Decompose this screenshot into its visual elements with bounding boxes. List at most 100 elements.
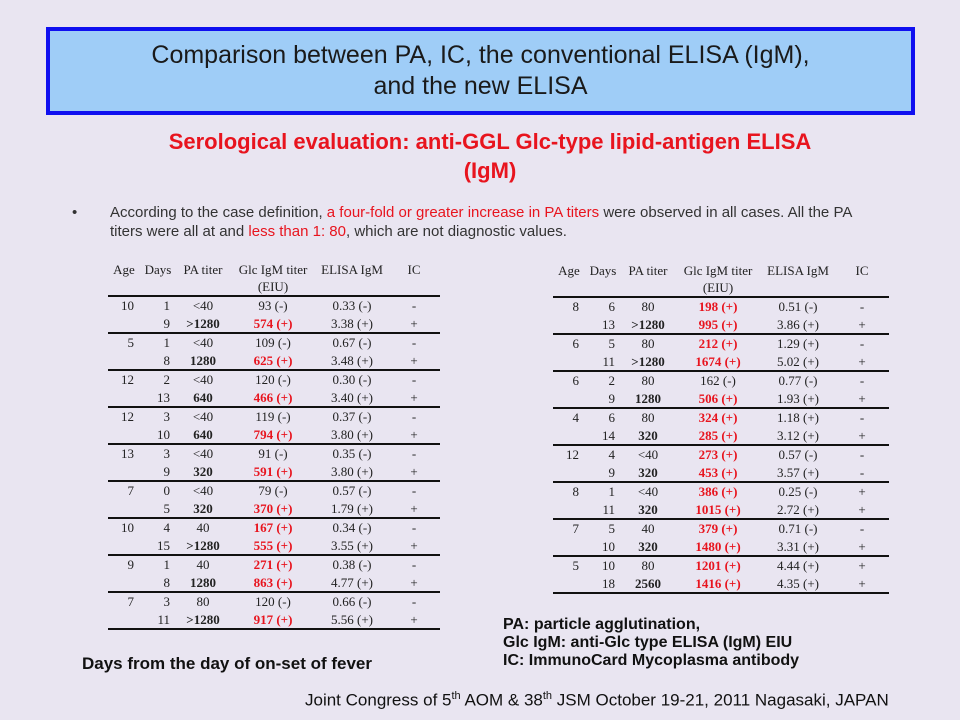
table-cell: 0.33 (-) <box>332 298 372 314</box>
header-cell: PA titer <box>176 261 230 297</box>
header-cell: Days <box>585 262 621 298</box>
table-cell: + <box>388 462 440 482</box>
header-cell: PA titer <box>621 262 675 298</box>
table-cell: 453 (+) <box>675 463 761 483</box>
bullet: • According to the case definition, a fou… <box>72 203 887 241</box>
table-cell: 574 (+) <box>230 314 316 334</box>
bullet-segment: a four-fold or greater increase in PA ti… <box>326 204 600 221</box>
table-cell: 0.34 (-) <box>332 520 372 536</box>
header-cell: ELISA IgM <box>316 261 388 297</box>
table-cell <box>108 462 140 482</box>
bullet-segment: were observed in all cases. All the PA t… <box>110 204 852 240</box>
header-cell: Age <box>553 262 585 298</box>
table-cell: 120 (-) <box>255 594 291 610</box>
table-cell: 1.79 (+) <box>316 499 388 519</box>
table-cell: 5 <box>140 499 176 519</box>
table-cell: 370 (+) <box>230 499 316 519</box>
table-cell: 3 <box>163 409 171 425</box>
table-cell: 1416 (+) <box>675 574 761 594</box>
table-cell: + <box>835 500 889 520</box>
congress-line: Joint Congress of 5th AOM & 38th JSM Oct… <box>305 690 889 711</box>
table-cell: - <box>411 372 417 388</box>
title-line: Comparison between PA, IC, the conventio… <box>151 41 810 69</box>
table-cell: 8 <box>572 484 580 500</box>
title-line: and the new ELISA <box>373 72 588 100</box>
table-cell <box>553 574 585 594</box>
table-cell: 0.25 (-) <box>778 484 818 500</box>
table-cell: 2.72 (+) <box>761 500 835 520</box>
table-cell: 917 (+) <box>230 610 316 630</box>
table-cell: - <box>859 373 865 389</box>
table-cell: 109 (-) <box>255 335 291 351</box>
days-note: Days from the day of on-set of fever <box>82 654 373 673</box>
table-cell: 3.55 (+) <box>316 536 388 556</box>
table-cell: 9 <box>140 462 176 482</box>
table-cell: 167 (+) <box>253 520 293 536</box>
table-cell: 93 (-) <box>258 298 288 314</box>
table-cell: - <box>859 410 865 426</box>
table-cell: 4 <box>163 520 171 536</box>
table-cell: <40 <box>192 409 214 425</box>
table-cell: 3.38 (+) <box>316 314 388 334</box>
table-row: 7 0 <40 79 (-) 0.57 (-) - <box>108 481 440 500</box>
table-cell: 794 (+) <box>230 425 316 445</box>
table-cell: 4 <box>572 410 580 426</box>
table-cell: 80 <box>196 594 210 610</box>
table-row: 11 320 1015 (+) 2.72 (+) + <box>553 500 889 520</box>
table-row: 12 2 <40 120 (-) 0.30 (-) - <box>108 370 440 389</box>
table-row: 10 640 794 (+) 3.80 (+) + <box>108 425 440 445</box>
bullet-dot: • <box>72 204 78 221</box>
table-cell: + <box>835 426 889 446</box>
table-cell <box>108 351 140 371</box>
table-cell <box>108 388 140 408</box>
table-cell: 4.35 (+) <box>761 574 835 594</box>
table-cell: 162 (-) <box>700 373 736 389</box>
table-cell: 40 <box>641 521 655 537</box>
table-cell: - <box>411 298 417 314</box>
legend-line: PA: particle agglutination, <box>503 616 701 633</box>
table-cell: 6 <box>608 410 616 426</box>
table-cell: >1280 <box>176 610 230 630</box>
legend-line: Glc IgM: anti-Glc type ELISA (IgM) EIU <box>503 634 793 651</box>
table-cell: - <box>411 483 417 499</box>
table-cell <box>108 499 140 519</box>
table-cell: 10 <box>121 298 134 314</box>
table-cell: - <box>859 336 865 352</box>
table-cell: 5 <box>608 521 616 537</box>
table-cell: 320 <box>621 500 675 520</box>
table-row: 9 320 591 (+) 3.80 (+) + <box>108 462 440 482</box>
table-cell: 1480 (+) <box>675 537 761 557</box>
table-cell: >1280 <box>176 536 230 556</box>
table-cell: 119 (-) <box>255 409 291 425</box>
table-cell: 5 <box>608 336 616 352</box>
table-cell: 863 (+) <box>230 573 316 593</box>
table-cell: - <box>411 335 417 351</box>
table-cell: 4 <box>608 447 616 463</box>
table-cell: 3.12 (+) <box>761 426 835 446</box>
table-cell: + <box>388 610 440 630</box>
table-cell: 0.30 (-) <box>332 372 372 388</box>
table-cell: + <box>835 315 889 335</box>
table-row: 8 1 <40 386 (+) 0.25 (-) + <box>553 482 889 501</box>
table-cell: 5 <box>127 335 135 351</box>
table-cell: 640 <box>176 425 230 445</box>
table-row: 5 10 80 1201 (+) 4.44 (+) + <box>553 556 889 575</box>
table-row: 11 >1280 917 (+) 5.56 (+) + <box>108 610 440 630</box>
header-cell: Glc IgM titer (EIU) <box>675 262 761 298</box>
table-cell: 2 <box>608 373 616 389</box>
table-cell: 320 <box>621 537 675 557</box>
table-row: 13 >1280 995 (+) 3.86 (+) + <box>553 315 889 335</box>
table-row: 4 6 80 324 (+) 1.18 (+) - <box>553 408 889 427</box>
table-cell: <40 <box>192 298 214 314</box>
table-cell: - <box>835 463 889 483</box>
table-cell: 324 (+) <box>698 410 738 426</box>
table-cell: 1 <box>608 484 616 500</box>
table-cell: 3.40 (+) <box>316 388 388 408</box>
table-cell: - <box>411 557 417 573</box>
table-cell: 0.66 (-) <box>332 594 372 610</box>
table-cell: 10 <box>140 425 176 445</box>
table-cell: 9 <box>140 314 176 334</box>
table-cell: 271 (+) <box>253 557 293 573</box>
table-cell: 8 <box>140 573 176 593</box>
